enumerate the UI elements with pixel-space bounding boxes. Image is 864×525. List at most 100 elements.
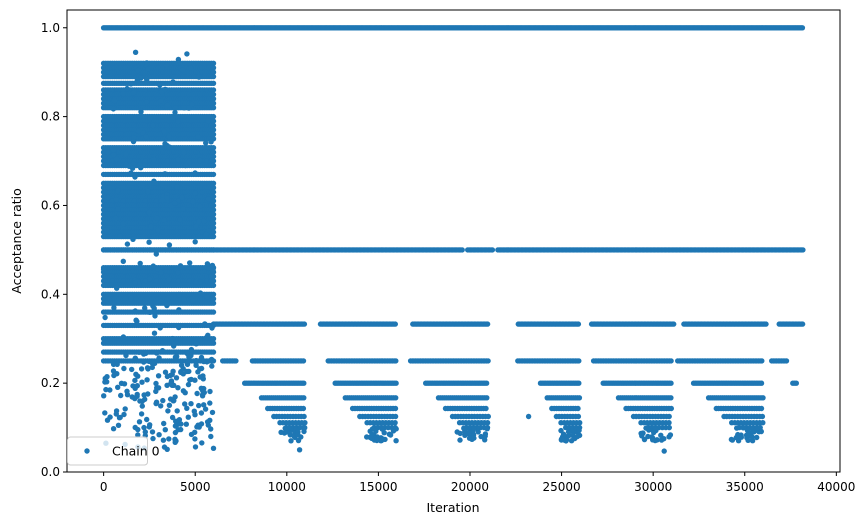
data-point: [118, 380, 125, 386]
data-point: [166, 402, 173, 408]
data-point: [197, 157, 203, 164]
data-point: [128, 295, 134, 302]
data-point: [196, 74, 202, 80]
data-point: [102, 135, 109, 141]
data-point: [115, 422, 122, 428]
data-point: [192, 170, 198, 176]
data-point: [121, 411, 127, 418]
data-point: [135, 426, 141, 433]
data-point: [185, 381, 192, 388]
data-point: [193, 357, 199, 364]
data-point: [210, 207, 217, 213]
data-point: [153, 399, 160, 405]
data-point: [135, 67, 142, 74]
data-point: [198, 365, 205, 372]
data-point: [132, 377, 138, 384]
data-point: [161, 217, 167, 223]
data-point: [198, 385, 204, 391]
data-point: [210, 145, 217, 151]
data-point: [182, 162, 189, 169]
data-point: [129, 394, 135, 400]
data-point: [121, 365, 127, 372]
data-point: [210, 193, 217, 200]
data-point: [209, 363, 215, 369]
data-point: [145, 66, 151, 72]
data-point: [122, 406, 128, 412]
data-point: [210, 171, 217, 178]
data-point: [143, 133, 149, 140]
data-point: [115, 384, 121, 390]
data-point: [174, 184, 180, 190]
data-point: [181, 105, 187, 111]
data-point: [151, 330, 158, 336]
data-point: [172, 200, 178, 206]
data-point: [113, 197, 120, 203]
data-point: [160, 397, 166, 404]
data-point: [139, 403, 145, 409]
data-point: [210, 202, 217, 209]
data-point: [147, 276, 153, 282]
data-point: [301, 380, 307, 386]
data-point: [575, 321, 582, 327]
data-point: [173, 418, 179, 424]
data-point: [135, 128, 142, 134]
data-point: [134, 77, 141, 83]
data-point: [196, 218, 202, 225]
data-point: [203, 140, 209, 146]
data-point: [489, 247, 496, 253]
data-point: [209, 339, 215, 345]
data-point: [192, 377, 198, 383]
data-point: [173, 375, 180, 381]
data-point: [207, 400, 213, 406]
data-point: [283, 429, 290, 435]
data-point: [115, 206, 121, 212]
data-point: [149, 429, 156, 435]
data-point: [110, 147, 117, 153]
data-point: [793, 380, 799, 386]
data-point: [158, 269, 164, 275]
data-point: [180, 366, 186, 372]
data-point: [144, 77, 150, 83]
data-point: [210, 211, 217, 217]
data-point: [160, 437, 167, 443]
data-point: [105, 149, 111, 156]
data-point: [210, 445, 217, 451]
data-point: [141, 351, 147, 357]
data-point: [141, 392, 147, 398]
data-point: [161, 444, 168, 450]
data-point: [188, 401, 194, 407]
data-point: [147, 309, 153, 315]
data-point: [138, 366, 145, 372]
data-point: [181, 149, 187, 156]
data-point: [118, 392, 124, 399]
data-point: [210, 229, 217, 235]
data-point: [165, 295, 172, 301]
data-point: [144, 416, 150, 423]
data-point: [210, 113, 217, 120]
data-point: [392, 405, 399, 412]
data-point: [155, 227, 161, 234]
data-point: [102, 410, 108, 416]
data-point: [301, 395, 307, 401]
data-point: [110, 361, 117, 368]
data-point: [113, 215, 119, 222]
data-point: [114, 371, 120, 377]
data-point: [210, 73, 217, 80]
data-point: [142, 429, 148, 435]
data-point: [146, 239, 152, 245]
data-point: [102, 314, 108, 321]
data-point: [233, 358, 239, 364]
data-point: [202, 321, 208, 327]
data-point: [203, 335, 209, 341]
data-point: [162, 427, 168, 433]
data-point: [392, 321, 398, 327]
data-point: [192, 190, 198, 196]
data-point: [130, 236, 136, 242]
data-point: [193, 341, 199, 347]
data-point: [392, 420, 398, 426]
data-point: [179, 67, 186, 74]
data-point: [141, 359, 147, 365]
data-point: [138, 411, 145, 417]
data-point: [157, 325, 163, 331]
data-point: [169, 335, 176, 342]
